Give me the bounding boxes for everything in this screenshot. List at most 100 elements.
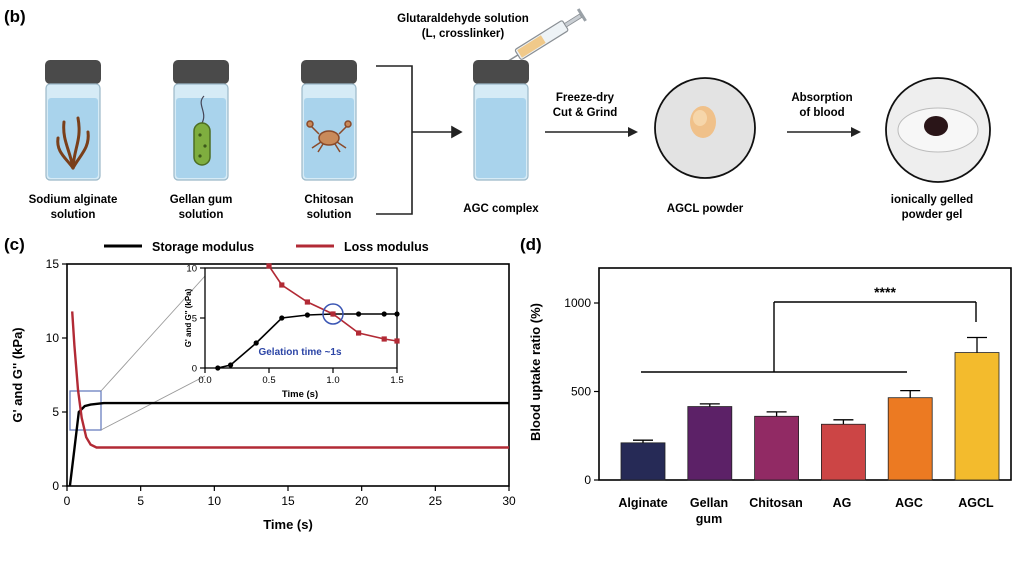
storage-modulus-point bbox=[279, 315, 285, 321]
significance-bracket bbox=[641, 301, 977, 373]
vial-label-gellan-line2: solution bbox=[179, 209, 224, 221]
inset-series bbox=[215, 263, 400, 371]
crosslinker-label-line1: Glutaraldehyde solution bbox=[397, 13, 529, 25]
plot-c-ylabel: G' and G'' (kPa) bbox=[10, 327, 25, 422]
zoom-box bbox=[69, 390, 102, 431]
combine-bracket-arrow bbox=[376, 65, 463, 215]
vial-chitosan bbox=[301, 60, 357, 181]
vial-label-chitosan-line2: solution bbox=[307, 209, 352, 221]
gelation-point-circle bbox=[322, 303, 344, 325]
plot-c-xlabel: Time (s) bbox=[263, 517, 313, 532]
syringe-icon bbox=[503, 8, 587, 65]
agcl-powder-photo bbox=[654, 77, 756, 179]
vial-gellan-gum bbox=[173, 60, 229, 181]
y-tick-label: 5 bbox=[52, 405, 59, 419]
legend: Storage modulus Loss modulus bbox=[104, 240, 429, 254]
agc-complex-label: AGC complex bbox=[463, 203, 539, 215]
step-absorption-line2: of blood bbox=[799, 107, 844, 119]
x-tick-label: 25 bbox=[429, 494, 443, 508]
inset-ticks: 0.0 0.5 1.0 1.5 0 5 10 bbox=[186, 263, 403, 386]
loss-modulus-point bbox=[304, 299, 310, 305]
storage-modulus-point bbox=[381, 311, 387, 317]
vial-label-gellan-line1: Gellan gum bbox=[170, 194, 233, 206]
bar-label-chitosan: Chitosan bbox=[749, 496, 802, 510]
bar-label-agcl: AGCL bbox=[958, 496, 994, 510]
vial-label-chitosan-line1: Chitosan bbox=[304, 194, 353, 206]
x-tick-label: 0 bbox=[64, 494, 71, 508]
y-tick-label: 15 bbox=[46, 257, 60, 271]
bar-chitosan bbox=[754, 415, 799, 481]
zoom-connector-top bbox=[100, 275, 206, 392]
vial-agc-complex bbox=[473, 60, 529, 181]
panel-c-label: (c) bbox=[4, 235, 25, 254]
x-tick-label: 0.0 bbox=[198, 375, 211, 386]
bar-ag bbox=[821, 423, 866, 481]
loss-modulus-point bbox=[356, 330, 362, 336]
significance-stars: **** bbox=[874, 284, 896, 300]
loss-modulus-point bbox=[266, 263, 272, 269]
step-freeze-dry-line2: Cut & Grind bbox=[553, 107, 618, 119]
loss-modulus-point bbox=[394, 338, 400, 344]
legend-loss-modulus: Loss modulus bbox=[344, 240, 429, 254]
bar-label-agc: AGC bbox=[895, 496, 923, 510]
crosslinker-label-line2: (L, crosslinker) bbox=[422, 28, 505, 40]
storage-modulus-point bbox=[215, 365, 221, 371]
gelation-annotation: Gelation time ~1s bbox=[258, 347, 342, 358]
y-tick-label: 1000 bbox=[564, 296, 591, 310]
seaweed-icon bbox=[56, 116, 90, 170]
x-tick-label: 0.5 bbox=[262, 375, 275, 386]
bar-label-alginate: Alginate bbox=[618, 496, 667, 510]
bar-alginate bbox=[620, 442, 666, 481]
absorption-arrow bbox=[787, 127, 861, 137]
inset-frame bbox=[204, 267, 398, 369]
x-tick-label: 20 bbox=[355, 494, 369, 508]
bar-agc bbox=[887, 397, 933, 481]
bar-gellan-gum bbox=[687, 406, 733, 481]
x-tick-label: 10 bbox=[208, 494, 222, 508]
storage-modulus-point bbox=[304, 312, 310, 318]
storage-modulus-line bbox=[68, 401, 509, 487]
freeze-dry-arrow bbox=[545, 127, 638, 137]
x-tick-label: 1.5 bbox=[390, 375, 403, 386]
plot-d-ylabel: Blood uptake ratio (%) bbox=[528, 303, 543, 441]
plot-d-ticks: 0 500 1000 bbox=[564, 296, 599, 487]
step-absorption-line1: Absorption bbox=[791, 92, 852, 104]
storage-modulus-point bbox=[253, 340, 259, 346]
plot-c-ticks: 0 5 10 15 20 25 30 0 5 10 15 bbox=[46, 257, 516, 508]
vial-label-alginate-line1: Sodium alginate bbox=[29, 194, 118, 206]
bar-agcl bbox=[954, 352, 1000, 481]
y-tick-label: 0 bbox=[52, 479, 59, 493]
x-tick-label: 30 bbox=[502, 494, 516, 508]
step-freeze-dry-line1: Freeze-dry bbox=[556, 92, 615, 104]
panel-b-label: (b) bbox=[4, 7, 26, 26]
y-tick-label: 10 bbox=[46, 331, 60, 345]
y-tick-label: 0 bbox=[584, 473, 591, 487]
vial-label-alginate-line2: solution bbox=[51, 209, 96, 221]
gel-label-line1: ionically gelled bbox=[891, 194, 973, 206]
loss-modulus-line bbox=[71, 311, 509, 449]
gel-label-line2: powder gel bbox=[902, 209, 963, 221]
x-tick-label: 15 bbox=[281, 494, 295, 508]
loss-modulus-point bbox=[279, 282, 285, 288]
bar-label-ag: AG bbox=[833, 496, 852, 510]
storage-modulus-point bbox=[356, 311, 362, 317]
legend-storage-modulus: Storage modulus bbox=[152, 240, 254, 254]
panel-d-label: (d) bbox=[520, 235, 542, 254]
x-tick-label: 1.0 bbox=[326, 375, 339, 386]
bar-label-gellan-line2: gum bbox=[696, 512, 722, 526]
y-tick-label: 5 bbox=[192, 313, 197, 324]
crab-icon bbox=[306, 120, 352, 153]
y-tick-label: 10 bbox=[186, 263, 197, 274]
storage-modulus-point bbox=[394, 311, 400, 317]
x-tick-label: 5 bbox=[137, 494, 144, 508]
powder-gel-photo bbox=[885, 77, 991, 183]
storage-modulus-point bbox=[228, 362, 234, 368]
plot-d-frame bbox=[598, 267, 1012, 481]
loss-modulus-point bbox=[330, 311, 336, 317]
plot-c-series bbox=[68, 311, 509, 487]
agcl-powder-label: AGCL powder bbox=[667, 203, 744, 215]
y-tick-label: 0 bbox=[192, 363, 197, 374]
loss-modulus-point bbox=[381, 336, 387, 342]
bacterium-icon bbox=[193, 95, 211, 166]
